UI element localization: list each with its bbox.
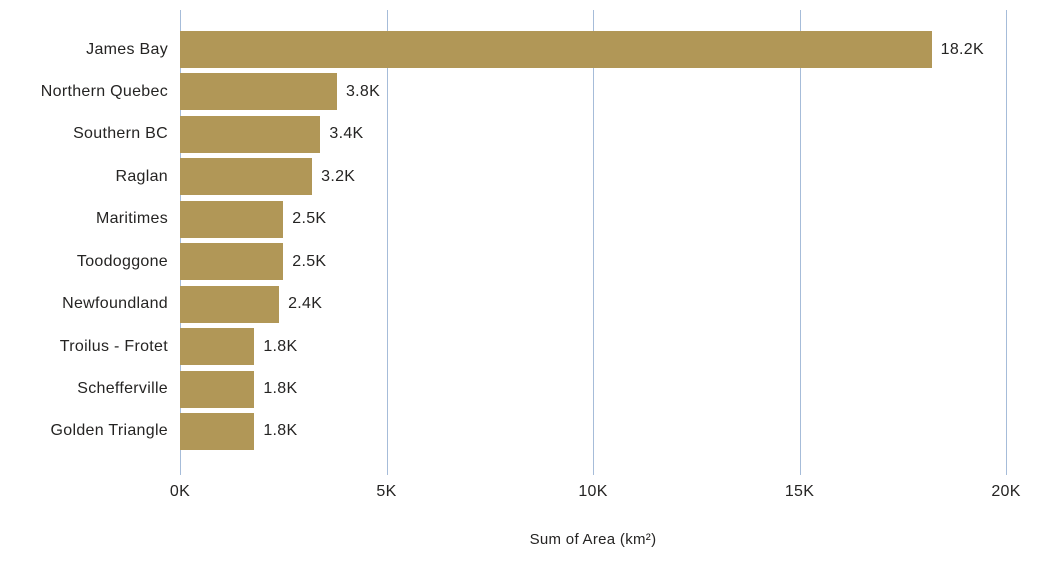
category-label: James Bay <box>86 40 168 58</box>
plot-area: 18.2K 3.8K 3.4K 3.2K 2.5K 2.5K 2.4K 1.8K 1.8K 1.8… <box>180 10 1007 475</box>
x-tick-label: 20K <box>991 483 1021 500</box>
bar-row: 1.8K <box>180 412 1006 450</box>
bar-value-label: 1.8K <box>263 337 298 355</box>
category-label: Newfoundland <box>62 295 168 313</box>
x-tick-label: 10K <box>578 483 608 500</box>
gridline <box>799 10 801 475</box>
gridlines <box>180 10 1007 475</box>
category-label: Golden Triangle <box>50 422 168 440</box>
x-axis-title: Sum of Area (km²) <box>529 531 657 548</box>
category-label: Troilus - Frotet <box>59 337 168 355</box>
bar[interactable] <box>180 31 932 68</box>
bar-row: 1.8K <box>180 328 1006 366</box>
x-tick-label: 0K <box>169 483 191 500</box>
x-tick-label: 5K <box>376 483 397 500</box>
gridline <box>1006 10 1007 475</box>
bar-value-label: 1.8K <box>263 422 298 440</box>
bar-row: 18.2K <box>180 31 1006 68</box>
bar[interactable] <box>180 243 284 281</box>
bar[interactable] <box>180 328 255 366</box>
bar-value-label: 3.2K <box>321 167 356 185</box>
bar-value-label: 3.4K <box>329 125 364 143</box>
bar-row: 2.5K <box>180 243 1006 281</box>
category-label: Maritimes <box>95 210 168 228</box>
category-label: Toodoggone <box>76 252 168 270</box>
bar-row: 3.4K <box>180 115 1006 153</box>
gridline <box>593 10 594 475</box>
gridline <box>180 10 181 475</box>
bar[interactable] <box>180 115 321 153</box>
bar[interactable] <box>180 412 255 450</box>
bar-value-label: 1.8K <box>263 380 298 397</box>
category-label: Raglan <box>115 167 168 185</box>
category-label: Schefferville <box>77 380 168 397</box>
bars-layer: 18.2K 3.8K 3.4K 3.2K 2.5K 2.5K 2.4K 1.8K 1.8K 1.8… <box>180 31 1006 450</box>
gridline <box>386 10 388 475</box>
x-tick-label: 15K <box>784 483 815 500</box>
bar-row: 1.8K <box>180 370 1006 408</box>
bar[interactable] <box>180 370 255 408</box>
bar[interactable] <box>180 73 337 111</box>
bar-value-label: 2.4K <box>288 295 323 313</box>
bar-row: 2.5K <box>180 200 1006 238</box>
category-label: Southern BC <box>73 125 168 143</box>
bar-row: 3.2K <box>180 158 1006 196</box>
category-label: Northern Quebec <box>40 82 168 100</box>
bar-value-label: 18.2K <box>940 40 984 58</box>
bar-value-label: 3.8K <box>345 82 381 100</box>
bar-value-label: 2.5K <box>292 252 327 270</box>
bar[interactable] <box>180 158 313 196</box>
bar-value-label: 2.5K <box>292 210 327 228</box>
bar-row: 2.4K <box>180 285 1006 323</box>
bar-row: 3.8K <box>180 73 1006 111</box>
category-axis: James Bay Northern Quebec Southern BC Ragla… <box>0 31 168 450</box>
bar[interactable] <box>180 200 284 238</box>
bar[interactable] <box>180 285 280 323</box>
